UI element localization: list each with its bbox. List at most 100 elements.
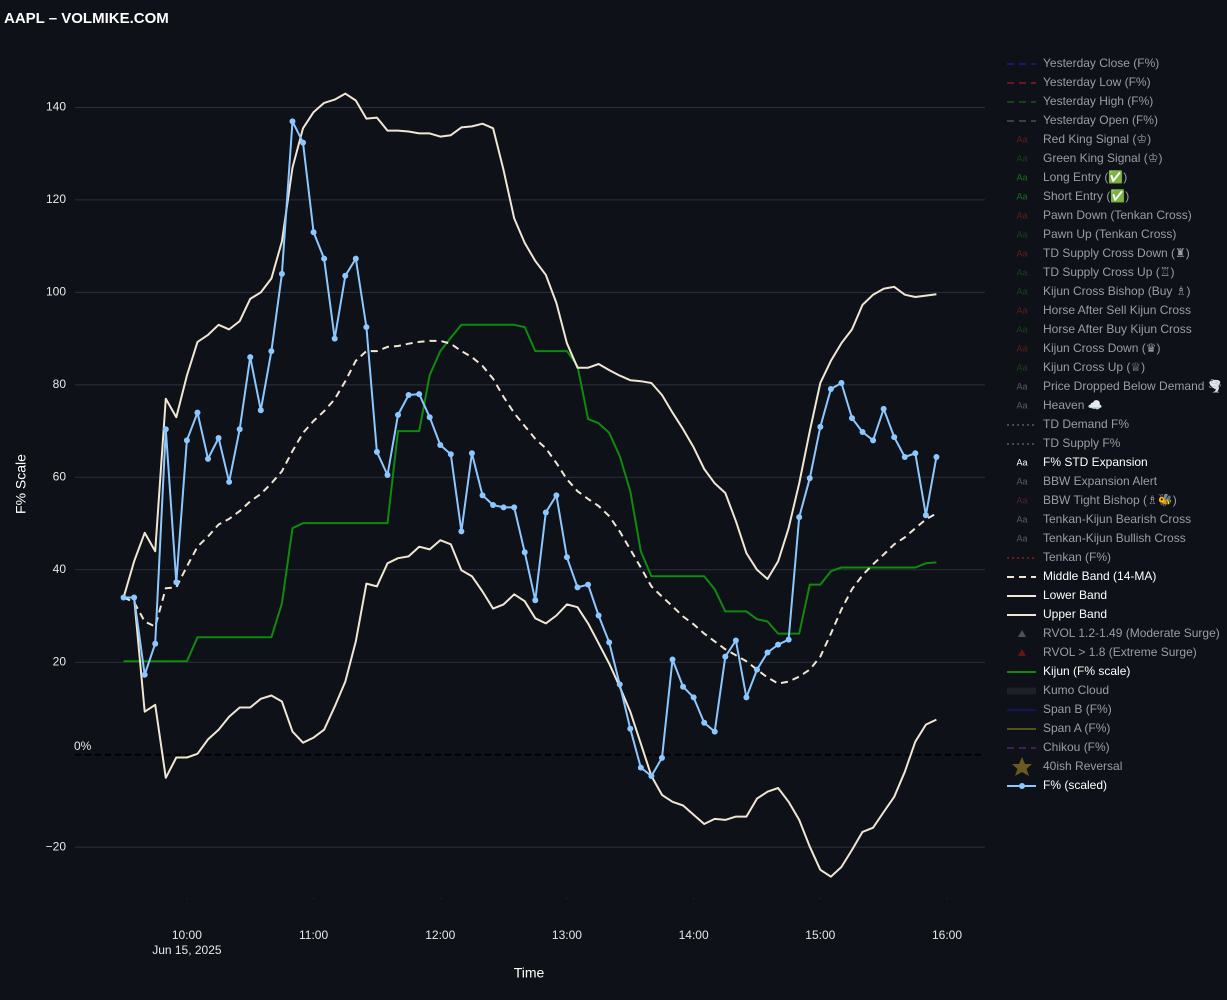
legend-label: Green King Signal (♔): [1043, 151, 1162, 165]
data-point: [595, 612, 602, 619]
legend-symbol: Aa: [1016, 305, 1027, 315]
data-point: [933, 453, 940, 460]
legend-label: 40ish Reversal: [1043, 759, 1122, 773]
data-point: [321, 255, 328, 262]
legend-label: TD Supply Cross Up (♖): [1043, 265, 1174, 279]
legend-label: Yesterday Low (F%): [1043, 75, 1151, 89]
data-point: [120, 594, 127, 601]
data-point: [131, 594, 138, 601]
y-tick-label: 60: [53, 469, 67, 483]
data-point: [827, 386, 834, 393]
data-point: [912, 450, 919, 457]
legend-symbol: Aa: [1016, 400, 1027, 410]
data-point: [859, 429, 866, 436]
legend-symbol: Aa: [1016, 172, 1027, 182]
data-point: [838, 380, 845, 387]
data-point: [511, 504, 518, 511]
data-point: [162, 426, 169, 433]
legend-label: Pawn Up (Tenkan Cross): [1043, 227, 1176, 241]
legend-label: RVOL > 1.8 (Extreme Surge): [1043, 645, 1197, 659]
data-point: [901, 453, 908, 460]
data-point: [785, 636, 792, 643]
data-point: [690, 694, 697, 701]
data-point: [796, 514, 803, 521]
data-point: [627, 725, 634, 732]
legend-label: Span A (F%): [1043, 721, 1110, 735]
data-point: [236, 426, 243, 433]
data-point: [183, 437, 190, 444]
annotation: 0%: [74, 739, 92, 753]
legend-label: Upper Band: [1043, 607, 1107, 621]
legend-symbol: Aa: [1016, 191, 1027, 201]
data-point: [732, 637, 739, 644]
legend-label: Chikou (F%): [1043, 740, 1110, 754]
data-point: [532, 597, 539, 604]
legend-label: Horse After Buy Kijun Cross: [1043, 322, 1192, 336]
data-point: [585, 581, 592, 588]
legend-swatch: [1012, 757, 1032, 776]
legend-label: Tenkan-Kijun Bullish Cross: [1043, 531, 1186, 545]
data-point: [363, 324, 370, 331]
legend-label: Short Entry (✅): [1043, 189, 1129, 203]
data-point: [437, 441, 444, 448]
data-point: [680, 683, 687, 690]
data-point: [215, 435, 222, 442]
data-point: [870, 437, 877, 444]
x-tick-label: 12:00: [425, 928, 455, 942]
legend-label: TD Demand F%: [1043, 417, 1129, 431]
legend-label: Kijun (F% scale): [1043, 664, 1130, 678]
data-point: [300, 139, 307, 146]
legend-symbol: Aa: [1016, 286, 1027, 296]
data-point: [289, 118, 296, 125]
data-point: [194, 409, 201, 416]
data-point: [553, 492, 560, 499]
legend-label: Yesterday High (F%): [1043, 94, 1153, 108]
data-point: [395, 411, 402, 418]
data-point: [743, 694, 750, 701]
data-point: [268, 348, 275, 355]
data-point: [310, 229, 317, 236]
data-point: [468, 450, 475, 457]
data-point: [447, 451, 454, 458]
legend-swatch: [1018, 649, 1026, 656]
series-line: [123, 339, 937, 685]
legend-symbol: Aa: [1016, 533, 1027, 543]
data-point: [764, 649, 771, 656]
data-point: [352, 255, 359, 262]
data-point: [648, 772, 655, 779]
data-point: [658, 754, 665, 761]
x-date-label: Jun 15, 2025: [152, 943, 222, 957]
data-point: [173, 579, 180, 586]
data-point: [806, 475, 813, 482]
data-point: [384, 472, 391, 478]
data-point: [891, 434, 898, 441]
legend-symbol: Aa: [1016, 362, 1027, 372]
data-point: [574, 584, 581, 591]
data-point: [479, 492, 486, 499]
legend-label: Horse After Sell Kijun Cross: [1043, 303, 1191, 317]
data-point: [373, 448, 380, 455]
legend-label: Yesterday Close (F%): [1043, 56, 1159, 70]
x-tick-label: 13:00: [552, 928, 582, 942]
data-point: [152, 640, 159, 647]
series-line: [123, 120, 938, 777]
y-tick-label: 140: [46, 100, 66, 114]
y-axis-title: F% Scale: [13, 454, 29, 514]
legend-swatch: [1018, 630, 1026, 637]
legend-symbol: Aa: [1016, 457, 1027, 467]
legend-symbol: Aa: [1016, 153, 1027, 163]
y-tick-label: 20: [53, 654, 67, 668]
data-point: [331, 335, 338, 342]
legend-label: Middle Band (14-MA): [1043, 569, 1156, 583]
data-point: [426, 414, 433, 421]
data-point: [521, 549, 528, 556]
legend-symbol: Aa: [1016, 476, 1027, 486]
legend-symbol: Aa: [1016, 229, 1027, 239]
data-point: [848, 415, 855, 422]
legend-symbol: Aa: [1016, 381, 1027, 391]
data-point: [563, 554, 570, 561]
legend-label: RVOL 1.2-1.49 (Moderate Surge): [1043, 626, 1220, 640]
data-point: [141, 671, 148, 678]
data-point: [500, 504, 507, 511]
